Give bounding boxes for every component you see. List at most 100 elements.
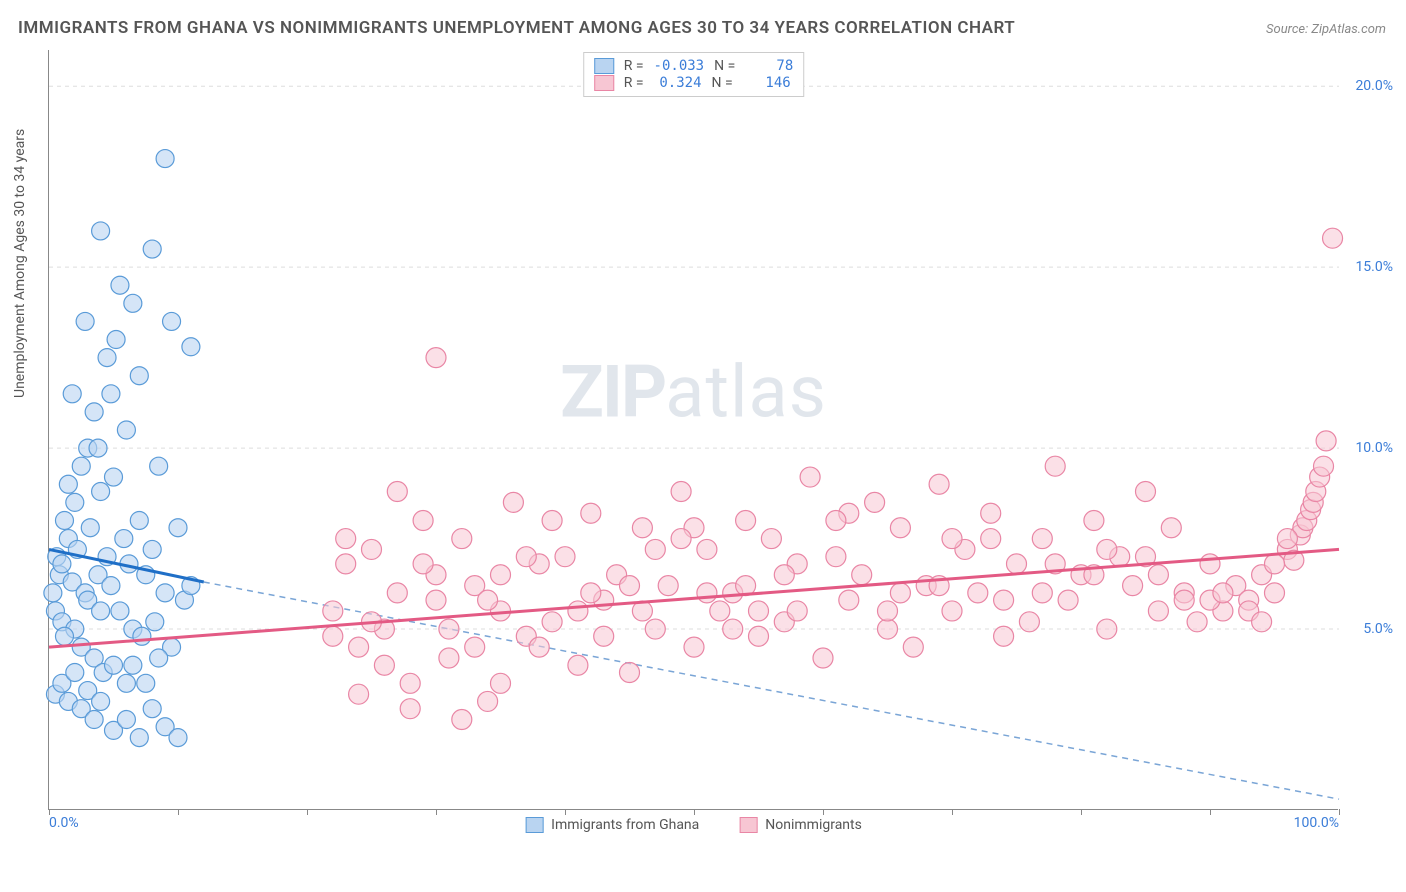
scatter-point bbox=[890, 518, 910, 538]
y-axis-label: Unemployment Among Ages 30 to 34 years bbox=[12, 129, 28, 398]
scatter-point bbox=[1323, 228, 1343, 248]
scatter-point bbox=[787, 601, 807, 621]
scatter-point bbox=[542, 612, 562, 632]
scatter-point bbox=[124, 656, 142, 674]
scatter-point bbox=[774, 565, 794, 585]
scatter-point bbox=[156, 150, 174, 168]
scatter-point bbox=[1277, 529, 1297, 549]
scatter-point bbox=[749, 601, 769, 621]
x-tick bbox=[694, 809, 695, 815]
scatter-point bbox=[426, 590, 446, 610]
scatter-point bbox=[124, 294, 142, 312]
legend-swatch-1 bbox=[525, 817, 543, 833]
scatter-point bbox=[736, 510, 756, 530]
plot-area: ZIPatlas R = -0.033 N = 78 R = 0.324 N =… bbox=[48, 50, 1338, 810]
scatter-point bbox=[1019, 612, 1039, 632]
scatter-point bbox=[878, 601, 898, 621]
scatter-point bbox=[98, 349, 116, 367]
scatter-point bbox=[1097, 539, 1117, 559]
scatter-point bbox=[749, 626, 769, 646]
scatter-point bbox=[89, 439, 107, 457]
scatter-point bbox=[323, 601, 343, 621]
legend-item-nonimmigrants: Nonimmigrants bbox=[739, 817, 862, 833]
scatter-point bbox=[143, 540, 161, 558]
scatter-point bbox=[697, 583, 717, 603]
scatter-point bbox=[723, 619, 743, 639]
scatter-point bbox=[53, 555, 71, 573]
scatter-point bbox=[994, 626, 1014, 646]
scatter-point bbox=[981, 503, 1001, 523]
scatter-point bbox=[76, 312, 94, 330]
scatter-point bbox=[1045, 456, 1065, 476]
scatter-point bbox=[632, 518, 652, 538]
scatter-point bbox=[1200, 554, 1220, 574]
scatter-point bbox=[362, 539, 382, 559]
scatter-point bbox=[374, 655, 394, 675]
scatter-point bbox=[117, 421, 135, 439]
scatter-point bbox=[1252, 612, 1272, 632]
scatter-point bbox=[839, 590, 859, 610]
stats-n-value-2: 146 bbox=[743, 75, 791, 91]
y-tick-label: 20.0% bbox=[1355, 78, 1393, 94]
scatter-point bbox=[130, 367, 148, 385]
scatter-point bbox=[452, 529, 472, 549]
scatter-point bbox=[813, 648, 833, 668]
scatter-point bbox=[92, 602, 110, 620]
scatter-point bbox=[439, 648, 459, 668]
legend-label-1: Immigrants from Ghana bbox=[551, 817, 699, 833]
stats-r-label: R = bbox=[624, 75, 644, 91]
x-tick bbox=[1081, 809, 1082, 815]
scatter-point bbox=[426, 348, 446, 368]
bottom-legend: Immigrants from Ghana Nonimmigrants bbox=[525, 817, 862, 833]
legend-label-2: Nonimmigrants bbox=[765, 817, 862, 833]
chart-title: IMMIGRANTS FROM GHANA VS NONIMMIGRANTS U… bbox=[18, 18, 1015, 38]
scatter-point bbox=[102, 385, 120, 403]
scatter-point bbox=[85, 711, 103, 729]
scatter-point bbox=[903, 637, 923, 657]
scatter-point bbox=[658, 576, 678, 596]
scatter-point bbox=[137, 674, 155, 692]
scatter-point bbox=[400, 699, 420, 719]
scatter-point bbox=[542, 510, 562, 530]
scatter-point bbox=[115, 530, 133, 548]
x-tick-label: 0.0% bbox=[49, 815, 79, 831]
scatter-point bbox=[491, 673, 511, 693]
scatter-point bbox=[800, 467, 820, 487]
scatter-point bbox=[150, 457, 168, 475]
scatter-point bbox=[1032, 583, 1052, 603]
x-tick bbox=[307, 809, 308, 815]
scatter-point bbox=[59, 475, 77, 493]
trend-line bbox=[49, 549, 1339, 647]
scatter-point bbox=[568, 601, 588, 621]
y-tick-label: 15.0% bbox=[1355, 259, 1393, 275]
scatter-point bbox=[1265, 583, 1285, 603]
scatter-point bbox=[890, 583, 910, 603]
scatter-point bbox=[1265, 554, 1285, 574]
scatter-point bbox=[1148, 601, 1168, 621]
scatter-point bbox=[684, 637, 704, 657]
scatter-point bbox=[146, 613, 164, 631]
x-tick bbox=[952, 809, 953, 815]
scatter-point bbox=[336, 529, 356, 549]
scatter-point bbox=[63, 385, 81, 403]
scatter-point bbox=[620, 576, 640, 596]
scatter-point bbox=[107, 331, 125, 349]
scatter-point bbox=[878, 619, 898, 639]
scatter-point bbox=[697, 539, 717, 559]
scatter-point bbox=[968, 583, 988, 603]
scatter-point bbox=[105, 468, 123, 486]
scatter-point bbox=[826, 547, 846, 567]
scatter-point bbox=[85, 403, 103, 421]
scatter-point bbox=[516, 547, 536, 567]
x-tick bbox=[823, 809, 824, 815]
scatter-point bbox=[568, 655, 588, 675]
scatter-point bbox=[130, 729, 148, 747]
scatter-point bbox=[1314, 456, 1334, 476]
x-tick bbox=[1339, 809, 1340, 815]
scatter-point bbox=[92, 483, 110, 501]
scatter-point bbox=[413, 510, 433, 530]
y-tick-label: 5.0% bbox=[1363, 621, 1393, 637]
scatter-point bbox=[1213, 583, 1233, 603]
scatter-point bbox=[503, 492, 523, 512]
scatter-point bbox=[942, 601, 962, 621]
